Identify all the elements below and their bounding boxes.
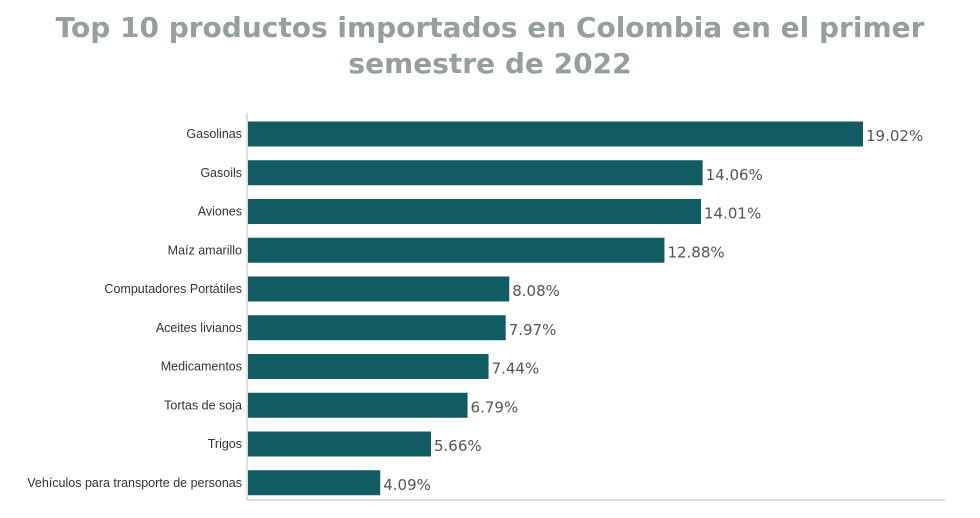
value-label-6: 7.97% xyxy=(509,321,557,339)
chart-title-line-2: semestre de 2022 xyxy=(348,47,632,80)
bars-group: Gasolinas 19.02% Gasoils 14.06% Aviones 14.01… xyxy=(27,121,923,496)
value-label-2: 14.06% xyxy=(706,166,763,184)
category-label-3: Aviones xyxy=(198,205,242,219)
bar-8 xyxy=(248,392,468,418)
category-label-7: Medicamentos xyxy=(161,360,242,374)
bar-6 xyxy=(248,315,506,341)
value-label-1: 19.02% xyxy=(866,127,923,145)
bar-2 xyxy=(248,160,703,186)
bar-10 xyxy=(248,470,381,496)
value-label-7: 7.44% xyxy=(492,360,540,378)
bar-9 xyxy=(248,431,432,457)
category-label-2: Gasoils xyxy=(200,166,242,180)
category-label-1: Gasolinas xyxy=(186,127,242,141)
value-label-4: 12.88% xyxy=(667,243,724,261)
category-label-9: Trigos xyxy=(208,437,242,451)
value-label-10: 4.09% xyxy=(383,476,431,494)
value-label-3: 14.01% xyxy=(704,205,761,223)
category-label-5: Computadores Portátiles xyxy=(104,282,242,296)
chart-title-line-1: Top 10 productos importados en Colombia … xyxy=(55,11,925,44)
bar-4 xyxy=(248,237,665,263)
value-label-9: 5.66% xyxy=(434,437,482,455)
bar-5 xyxy=(248,276,510,302)
category-label-4: Maíz amarillo xyxy=(168,243,242,257)
bar-7 xyxy=(248,354,489,379)
category-label-10: Vehículos para transporte de personas xyxy=(27,476,242,490)
bar-1 xyxy=(248,121,863,147)
value-label-8: 6.79% xyxy=(471,398,519,416)
value-label-5: 8.08% xyxy=(512,282,560,300)
chart-title: Top 10 productos importados en Colombia … xyxy=(0,10,980,82)
category-label-8: Tortas de soja xyxy=(164,398,242,412)
category-label-6: Aceites livianos xyxy=(156,321,242,335)
bar-3 xyxy=(248,199,702,224)
